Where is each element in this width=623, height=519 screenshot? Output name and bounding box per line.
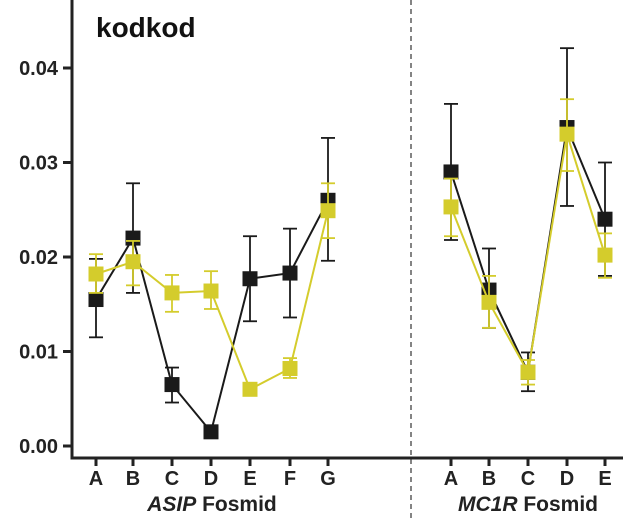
category-label: F <box>284 468 296 490</box>
category-label: G <box>320 468 336 490</box>
panel-suffix: Fosmid <box>518 493 599 516</box>
data-point <box>203 283 219 299</box>
y-tick-label: 0.02 <box>19 247 58 269</box>
category-label: E <box>598 468 611 490</box>
data-point <box>88 266 104 282</box>
series-mc1r-series_dark <box>443 47 613 393</box>
data-point <box>88 292 104 308</box>
category-label: D <box>204 468 218 490</box>
data-point <box>125 254 141 270</box>
panel-gene-name: MC1R <box>458 493 518 516</box>
data-point <box>481 294 497 310</box>
series-asip-series_yellow <box>88 182 336 397</box>
data-point <box>320 203 336 219</box>
y-tick-label: 0.04 <box>19 58 59 80</box>
panel-suffix: Fosmid <box>196 493 277 516</box>
panel-label: ASIP Fosmid <box>146 493 277 516</box>
category-label: A <box>444 468 458 490</box>
data-point <box>125 230 141 246</box>
data-point <box>164 377 180 393</box>
category-label: C <box>521 468 535 490</box>
data-point <box>164 285 180 301</box>
data-point <box>559 126 575 142</box>
y-tick-label: 0.00 <box>19 436 58 458</box>
category-label: C <box>165 468 179 490</box>
category-label: E <box>243 468 256 490</box>
data-point <box>282 265 298 281</box>
data-point <box>242 271 258 287</box>
category-label: B <box>482 468 496 490</box>
data-point <box>282 361 298 377</box>
series-line <box>450 123 606 376</box>
y-tick-label: 0.01 <box>19 342 58 364</box>
y-tick-label: 0.03 <box>19 153 58 175</box>
series-layer <box>88 47 613 440</box>
category-label: D <box>560 468 574 490</box>
data-point <box>242 381 258 397</box>
category-label: A <box>89 468 103 490</box>
data-point <box>597 247 613 263</box>
series-mc1r-series_yellow <box>443 98 613 386</box>
axes <box>70 0 623 519</box>
chart-title: kodkod <box>96 12 196 43</box>
data-point <box>597 211 613 227</box>
panel-label: MC1R Fosmid <box>458 493 598 516</box>
category-label: B <box>126 468 140 490</box>
y-axis-ticks: 0.00 0.01 0.02 0.03 0.04 <box>19 58 72 458</box>
panel-gene-name: ASIP <box>146 493 197 516</box>
series-line <box>450 133 606 376</box>
data-point <box>443 199 459 215</box>
data-point <box>203 424 219 440</box>
data-point <box>520 364 536 380</box>
data-point <box>443 164 459 180</box>
